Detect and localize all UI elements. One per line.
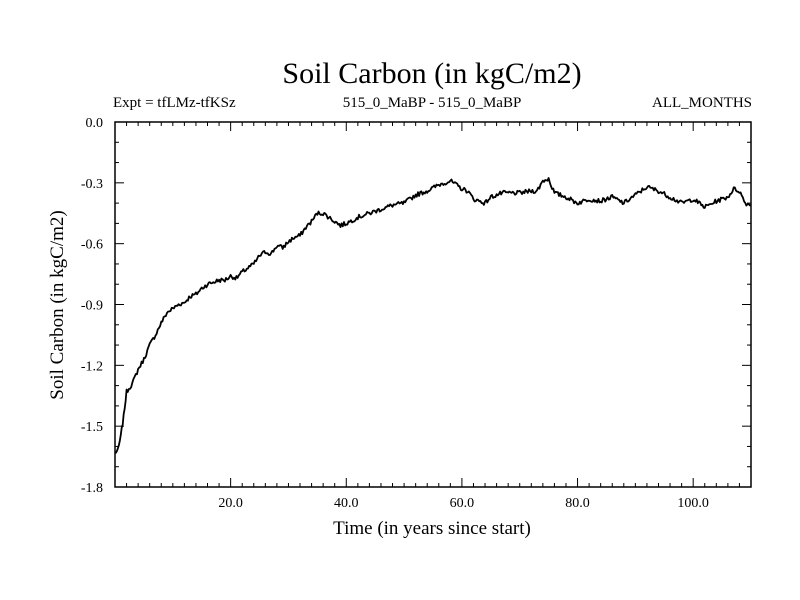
plot-frame xyxy=(114,121,752,488)
series-line-soil-carbon xyxy=(114,177,752,454)
x-tick-label: 60.0 xyxy=(450,496,475,511)
y-tick-label: 0.0 xyxy=(86,116,104,131)
y-tick-label: -1.8 xyxy=(81,481,103,496)
y-tick-label: -1.2 xyxy=(81,359,103,374)
y-tick-label: -0.9 xyxy=(81,299,103,314)
y-tick-label: -1.5 xyxy=(81,420,103,435)
period-label: 515_0_MaBP - 515_0_MaBP xyxy=(343,95,522,111)
x-tick-label: 20.0 xyxy=(218,496,243,511)
y-tick-label: -0.6 xyxy=(81,238,103,253)
experiment-label: Expt = tfLMz-tfKSz xyxy=(113,95,236,111)
x-tick-label: 40.0 xyxy=(334,496,359,511)
x-axis-label: Time (in years since start) xyxy=(333,518,531,539)
x-tick-label: 80.0 xyxy=(565,496,590,511)
x-tick-label: 100.0 xyxy=(677,496,709,511)
y-tick-label: -0.3 xyxy=(81,177,103,192)
chart-title: Soil Carbon (in kgC/m2) xyxy=(282,57,581,90)
months-label: ALL_MONTHS xyxy=(652,95,752,111)
y-axis-label: Soil Carbon (in kgC/m2) xyxy=(47,210,68,399)
